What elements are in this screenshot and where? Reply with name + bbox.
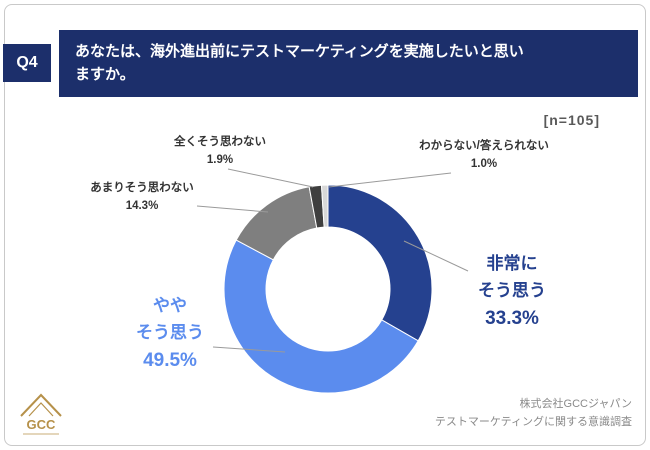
question-title-line2: ますか。 <box>75 66 135 84</box>
question-number-badge: Q4 <box>3 44 51 83</box>
donut-segment-hijou <box>327 184 433 342</box>
donut-segments <box>223 184 433 394</box>
label-yaya-souomou: やや そう思う 49.5% <box>118 292 222 377</box>
label-yaya-line2: そう思う <box>136 323 204 343</box>
label-hijou-pct: 33.3% <box>485 308 539 330</box>
sample-size-label: [n=105] <box>543 112 600 128</box>
label-hijou-line1: 非常に <box>486 254 538 273</box>
label-zenku-souomowanai: 全くそう思わない 1.9% <box>158 134 282 170</box>
footer-company: 株式会社GCCジャパン <box>519 397 632 410</box>
gcc-logo-mark: GCC <box>20 393 62 435</box>
label-yaya-pct: 49.5% <box>143 350 197 372</box>
gcc-logo: GCC <box>14 389 68 442</box>
footer-credit: 株式会社GCCジャパン テストマーケティングに関する意識調査 <box>435 395 632 432</box>
label-zenku-text: 全くそう思わない <box>174 136 266 148</box>
label-yaya-line1: やや <box>153 296 187 315</box>
donut-segment-yaya <box>223 239 419 394</box>
leader-line-amari <box>196 205 269 213</box>
footer-survey-name: テストマーケティングに関する意識調査 <box>434 416 632 429</box>
label-hijou-souomou: 非常に そう思う 33.3% <box>460 250 564 335</box>
label-hijou-line2: そう思う <box>478 281 546 301</box>
leader-line-zenku <box>227 168 314 188</box>
label-wakaranai: わからない/答えられない 1.0% <box>406 138 562 174</box>
label-amari-pct: 14.3% <box>125 199 159 212</box>
donut-segment-wakaranai <box>320 184 329 228</box>
gcc-logo-text: GCC <box>27 417 57 432</box>
question-title-banner: あなたは、海外進出前にテストマーケティングを実施したいと思い ますか。 <box>59 30 638 97</box>
label-wakaranai-text: わからない/答えられない <box>419 140 549 152</box>
leader-line-hijou <box>403 240 469 272</box>
header: Q4 あなたは、海外進出前にテストマーケティングを実施したいと思い ますか。 <box>3 30 638 97</box>
label-amari-text: あまりそう思わない <box>90 182 194 194</box>
label-wakaranai-pct: 1.0% <box>470 157 498 170</box>
label-amari-souomowanai: あまりそう思わない 14.3% <box>76 180 208 216</box>
leader-lines <box>196 168 469 353</box>
leader-line-wakaranai <box>328 172 452 188</box>
leader-line-yaya <box>212 346 286 353</box>
label-zenku-pct: 1.9% <box>206 153 234 166</box>
question-title-line1: あなたは、海外進出前にテストマーケティングを実施したいと思い <box>75 43 524 60</box>
